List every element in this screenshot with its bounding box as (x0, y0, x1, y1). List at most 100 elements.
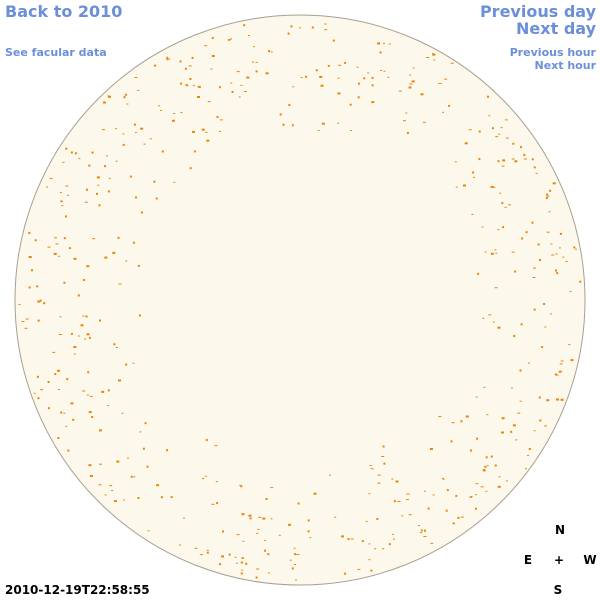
speck (432, 53, 436, 56)
speck (444, 78, 448, 80)
previous-hour-link[interactable]: Previous hour (510, 46, 597, 59)
speck (497, 326, 501, 329)
speck (140, 211, 143, 214)
speck (317, 130, 320, 131)
speck (282, 123, 285, 126)
speck (512, 424, 516, 427)
speck (179, 60, 182, 63)
back-link[interactable]: Back to 2010 (5, 2, 122, 21)
speck (294, 553, 297, 556)
speck (569, 291, 572, 293)
speck (108, 95, 111, 98)
speck (371, 84, 374, 87)
speck (248, 514, 252, 517)
speck (137, 497, 140, 499)
speck (133, 123, 136, 126)
speck (91, 416, 94, 418)
speck (99, 319, 101, 322)
speck (370, 569, 373, 572)
speck (54, 373, 57, 376)
speck (125, 260, 128, 262)
speck (486, 465, 489, 467)
speck (161, 150, 164, 153)
speck (508, 204, 512, 206)
speck (98, 204, 101, 207)
speck (58, 255, 61, 257)
speck (240, 572, 243, 575)
speck (155, 197, 158, 200)
facular-link[interactable]: See facular data (5, 46, 107, 59)
speck (455, 186, 458, 188)
speck (511, 251, 515, 253)
speck (481, 226, 484, 228)
speck (424, 529, 426, 532)
speck (215, 481, 218, 483)
speck (132, 241, 135, 244)
speck (185, 84, 187, 86)
speck (538, 396, 541, 399)
speck (61, 205, 64, 207)
speck (371, 101, 375, 104)
speck (329, 474, 331, 476)
speck (527, 454, 529, 456)
speck (337, 92, 341, 95)
speck (210, 68, 213, 70)
speck (358, 82, 360, 85)
speck (220, 119, 223, 121)
speck (218, 86, 221, 89)
speck (238, 96, 241, 98)
speck (97, 184, 100, 186)
next-hour-link[interactable]: Next hour (535, 59, 597, 72)
speck (555, 374, 559, 376)
speck (211, 55, 215, 57)
speck (47, 407, 50, 410)
speck (189, 78, 192, 80)
next-day-link[interactable]: Next day (516, 19, 597, 38)
previous-day-link[interactable]: Previous day (480, 2, 597, 21)
speck (406, 493, 410, 495)
speck (107, 190, 110, 193)
speck (311, 26, 314, 29)
speck (186, 84, 189, 87)
speck (533, 430, 536, 432)
speck (180, 112, 183, 113)
speck (560, 398, 564, 401)
speck (228, 38, 231, 41)
speck (405, 112, 408, 114)
speck (423, 490, 426, 492)
speck (388, 43, 391, 45)
speck (445, 509, 448, 512)
speck (146, 465, 149, 468)
speck (84, 201, 88, 203)
speck (60, 200, 63, 203)
speck (574, 248, 577, 250)
speck (514, 270, 517, 273)
speck (397, 501, 401, 502)
speck (37, 397, 40, 400)
speck (521, 237, 524, 240)
speck (498, 133, 501, 135)
speck (442, 111, 445, 113)
speck (82, 390, 86, 392)
speck (475, 396, 478, 398)
speck (382, 548, 385, 550)
speck (423, 536, 427, 537)
speck (484, 251, 487, 253)
speck (122, 133, 125, 135)
speck (383, 42, 385, 44)
speck (482, 469, 486, 472)
speck (86, 265, 90, 268)
speck (515, 439, 518, 441)
speck (558, 247, 561, 249)
speck (499, 192, 502, 194)
speck (240, 84, 243, 86)
speck (497, 485, 501, 488)
speck (267, 553, 270, 556)
speck (156, 484, 160, 487)
speck (243, 91, 247, 92)
speck (556, 272, 559, 275)
speck (239, 484, 242, 486)
speck (465, 415, 469, 418)
speck (173, 181, 176, 183)
